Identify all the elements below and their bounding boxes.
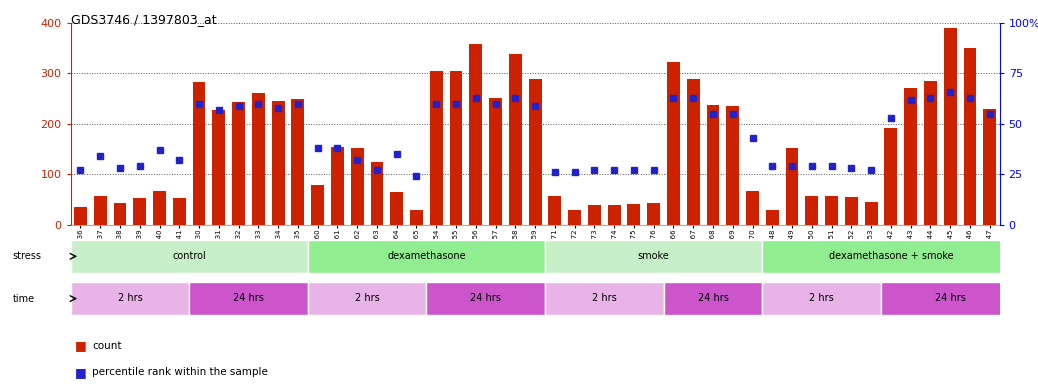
Bar [628,205,640,225]
Bar [189,282,308,315]
Bar [410,210,422,225]
Text: stress: stress [12,251,42,261]
Text: 24 hrs: 24 hrs [698,293,729,303]
Text: smoke: smoke [637,251,670,261]
Text: 2 hrs: 2 hrs [810,293,835,303]
Text: time: time [12,294,34,304]
Bar [351,148,363,225]
Bar [93,196,107,225]
Bar [762,282,881,315]
Bar [489,98,502,225]
Bar [766,210,778,225]
Bar [545,240,762,273]
Bar [983,109,996,225]
Bar [944,28,957,225]
Bar [924,81,937,225]
Bar [805,197,818,225]
Text: dexamethasone: dexamethasone [387,251,466,261]
Text: control: control [172,251,207,261]
Bar [904,88,917,225]
Text: count: count [92,341,121,351]
Bar [884,128,897,225]
Bar [193,82,206,225]
Text: GDS3746 / 1397803_at: GDS3746 / 1397803_at [71,13,216,26]
Bar [173,199,186,225]
Bar [308,282,427,315]
Bar [311,185,324,225]
Bar [71,282,189,315]
Bar [845,197,857,225]
Text: ■: ■ [75,366,86,379]
Text: 2 hrs: 2 hrs [592,293,617,303]
Bar [762,240,1019,273]
Text: 24 hrs: 24 hrs [234,293,264,303]
Bar [430,71,442,225]
Bar [607,205,621,225]
Text: ■: ■ [75,339,86,352]
Bar [786,148,798,225]
Bar [154,191,166,225]
Bar [663,282,762,315]
Bar [133,199,146,225]
Bar [865,202,877,225]
Bar [881,282,1019,315]
Bar [528,79,542,225]
Bar [707,105,719,225]
Bar [252,93,265,225]
Bar [469,44,483,225]
Bar [71,240,308,273]
Bar [113,204,127,225]
Bar [727,106,739,225]
Bar [545,282,663,315]
Text: 24 hrs: 24 hrs [935,293,965,303]
Bar [331,147,344,225]
Bar [427,282,545,315]
Bar [308,240,545,273]
Text: dexamethasone + smoke: dexamethasone + smoke [828,251,953,261]
Bar [390,192,403,225]
Bar [213,110,225,225]
Bar [509,54,522,225]
Bar [963,48,977,225]
Text: 24 hrs: 24 hrs [470,293,501,303]
Bar [648,204,660,225]
Bar [292,99,304,225]
Bar [449,71,463,225]
Bar [371,162,383,225]
Text: 2 hrs: 2 hrs [355,293,380,303]
Bar [548,197,562,225]
Text: percentile rank within the sample: percentile rank within the sample [92,367,268,377]
Bar [687,79,700,225]
Bar [825,196,838,225]
Bar [746,191,759,225]
Bar [74,207,87,225]
Bar [233,102,245,225]
Bar [667,62,680,225]
Text: 2 hrs: 2 hrs [117,293,142,303]
Bar [588,205,601,225]
Bar [272,101,284,225]
Bar [568,210,581,225]
